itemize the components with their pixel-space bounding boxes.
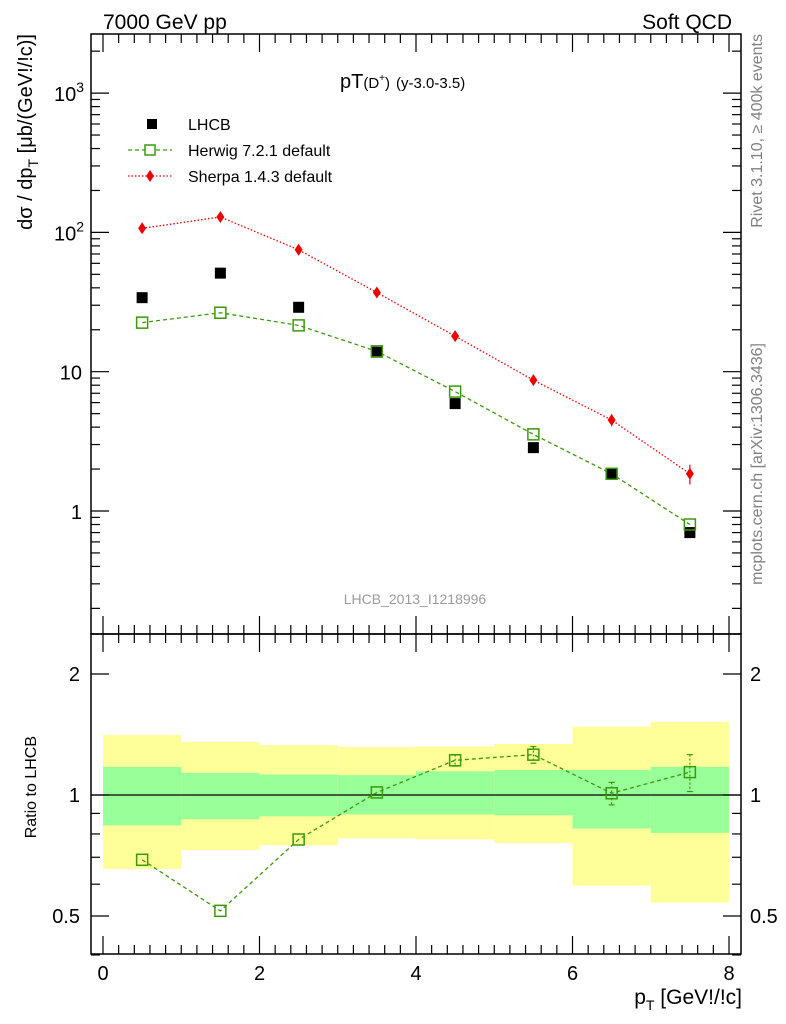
ratio-series-marks: [135, 745, 697, 918]
ratio-x-tick-label: 8: [723, 963, 734, 985]
herwig-ratio-point: [214, 904, 227, 918]
ratio-band-inner: [103, 766, 182, 826]
main-y-tick-label: 10: [60, 363, 82, 385]
x-axis-label-main: p: [634, 986, 646, 1009]
herwig-ratio-point: [292, 833, 305, 846]
tick-base: 10: [54, 223, 76, 245]
ratio-frame: [90, 633, 742, 955]
main-x-ticks: [102, 34, 730, 634]
sherpa-point: [607, 414, 616, 427]
main-title-suffix: (y-3.0-3.5): [396, 75, 465, 92]
herwig-point: [292, 319, 305, 332]
sherpa-point: [138, 222, 147, 235]
ratio-y-tick-label: 2: [69, 664, 80, 686]
lhcb-point: [293, 301, 305, 313]
main-y-tick-label: 103: [54, 79, 84, 106]
herwig-point: [370, 345, 384, 358]
herwig-ratio-point: [370, 786, 384, 799]
main-y-label-sub: T: [25, 158, 41, 167]
main-title-base: pT: [340, 71, 363, 93]
herwig-point: [527, 428, 540, 441]
legend-label-lhcb: LHCB: [188, 117, 231, 134]
sherpa-point: [294, 243, 303, 256]
tick-exp: 2: [76, 218, 84, 234]
lhcb-point: [136, 292, 148, 304]
sherpa-point: [372, 286, 381, 299]
main-title-particle: (D: [363, 75, 379, 92]
legend-marker-lhcb: [147, 119, 157, 129]
legend-marker-herwig: [144, 144, 156, 156]
ratio-series-lines: [141, 753, 691, 912]
herwig-point: [135, 316, 149, 329]
tick-exp: 3: [76, 79, 84, 95]
lhcb-point: [606, 468, 618, 480]
herwig-ratio-point: [527, 748, 540, 761]
mcplots-text: mcplots.cern.ch [arXiv:1306.3436]: [749, 343, 766, 585]
ratio-y-tick-label: 1: [69, 785, 80, 807]
main-y-label-main: dσ / dp: [15, 167, 37, 229]
herwig-ratio-point: [448, 754, 462, 767]
sherpa-point: [685, 467, 694, 480]
main-y-label-units: [μb/(GeV!/!c)]: [15, 34, 37, 159]
herwig-ratio-point: [683, 765, 697, 779]
header-right: Soft QCD: [642, 11, 732, 34]
rivet-text: Rivet 3.1.10, ≥ 400k events: [749, 34, 766, 228]
legend: LHCB Herwig 7.2.1 default Sherpa 1.4.3 d…: [128, 117, 333, 186]
main-title: pT(D+) (y-3.0-3.5): [340, 71, 465, 93]
x-axis-label-units: [GeV!/!c]: [654, 986, 742, 1009]
ratio-y-tick-label: 0.5: [52, 906, 80, 928]
tick-base: 10: [54, 84, 76, 106]
ratio-x-ticks: 0 2 4 6 8: [97, 634, 735, 985]
main-y-label: dσ / dpT [μb/(GeV!/!c)]: [15, 34, 41, 230]
herwig-point: [448, 385, 462, 398]
ratio-band-inner: [416, 771, 495, 815]
ratio-bands: [103, 721, 729, 903]
ratio-panel: 2 2 1 1 0.5 0.5 0 2 4 6 8 Ratio to LHCB pT [GeV!/…: [23, 633, 778, 1013]
ratio-y-label: Ratio to LHCB: [23, 736, 40, 838]
herwig-ratio-line: [141, 753, 691, 912]
herwig-ratio-point: [605, 787, 618, 800]
lhcb-point: [214, 267, 226, 279]
sherpa-line: [142, 216, 691, 475]
sherpa-point: [216, 210, 225, 223]
legend-label-sherpa: Sherpa 1.4.3 default: [188, 169, 333, 186]
ratio-band-inner: [494, 769, 573, 816]
main-y-tick-label: 1: [71, 502, 82, 524]
ratio-y-tick-label-right: 1: [750, 785, 761, 807]
watermark: LHCB_2013_I1218996: [344, 591, 487, 607]
x-axis-label-sub: T: [646, 997, 655, 1013]
herwig-point: [683, 518, 697, 531]
main-title-paren: ): [385, 75, 390, 92]
header-left: 7000 GeV pp: [103, 11, 227, 34]
ratio-x-tick-label: 6: [567, 963, 578, 985]
ratio-y-ticks: 2 2 1 1 0.5 0.5: [52, 664, 778, 956]
ratio-band-inner: [650, 766, 729, 833]
lhcb-point: [684, 527, 696, 539]
x-axis-label: pT [GeV!/!c]: [634, 986, 742, 1013]
main-y-tick-label: 102: [54, 218, 84, 245]
herwig-point: [214, 306, 227, 319]
ratio-x-tick-label: 0: [97, 963, 108, 985]
main-series-lines: [142, 216, 691, 526]
lhcb-point: [371, 346, 383, 358]
sherpa-point: [451, 330, 460, 343]
main-title-sup: +: [379, 73, 385, 84]
lhcb-point: [527, 442, 539, 454]
ratio-y-tick-label-right: 2: [750, 664, 761, 686]
herwig-point: [605, 467, 618, 481]
legend-label-herwig: Herwig 7.2.1 default: [188, 143, 331, 160]
ratio-x-tick-label: 2: [254, 963, 265, 985]
legend-marker-sherpa: [146, 170, 154, 182]
ratio-x-tick-label: 4: [410, 963, 421, 985]
lhcb-point: [449, 398, 461, 410]
ratio-band-inner: [181, 772, 260, 820]
main-series-marks: [135, 210, 697, 539]
herwig-line: [142, 312, 691, 526]
sherpa-point: [529, 374, 538, 387]
ratio-y-tick-label-right: 0.5: [750, 906, 778, 928]
herwig-ratio-point: [135, 853, 149, 867]
